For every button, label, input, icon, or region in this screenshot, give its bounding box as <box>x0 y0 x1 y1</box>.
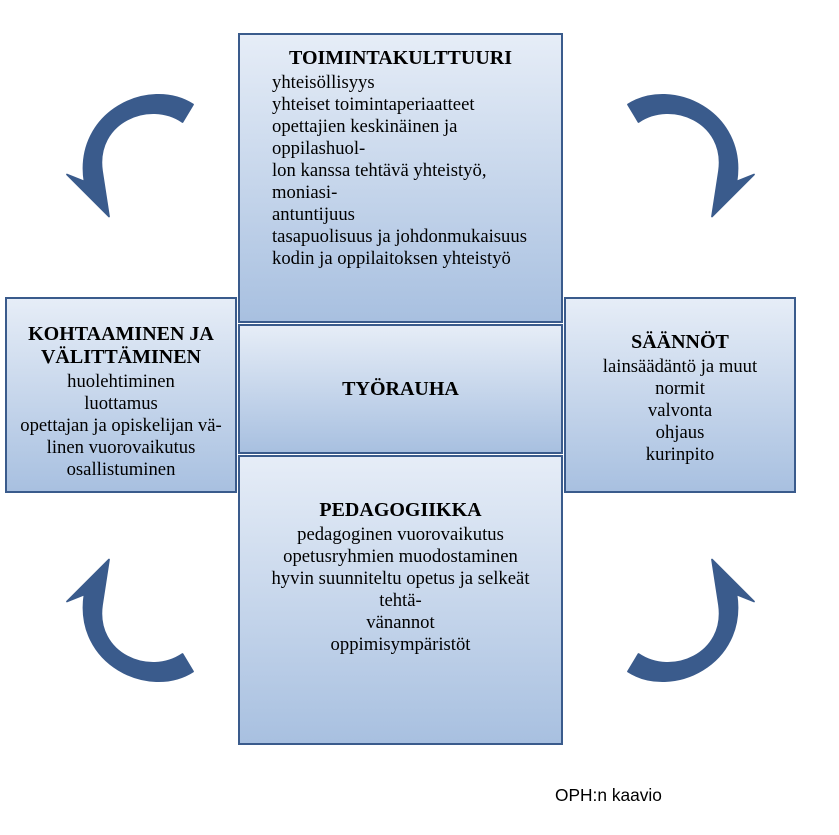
right-item: kurinpito <box>576 444 784 466</box>
top-item: lon kanssa tehtävä yhteistyö, moniasi- <box>272 160 543 204</box>
arrow-top-right <box>593 73 768 248</box>
box-bottom-pedagogiikka: PEDAGOGIIKKA pedagoginen vuorovaikutusop… <box>238 455 563 745</box>
bottom-item: pedagoginen vuorovaikutus <box>250 524 551 546</box>
arrow-bottom-right <box>593 528 768 703</box>
box-left-title: KOHTAAMINEN JA VÄLITTÄMINEN <box>17 323 225 369</box>
left-item: linen vuorovaikutus <box>17 437 225 459</box>
arrow-bottom-left <box>53 528 228 703</box>
bottom-item: vänannot <box>250 612 551 634</box>
left-item: luottamus <box>17 393 225 415</box>
bottom-item: oppimisympäristöt <box>250 634 551 656</box>
top-item: yhteisöllisyys <box>272 72 543 94</box>
left-item: huolehtiminen <box>17 371 225 393</box>
box-bottom-title: PEDAGOGIIKKA <box>250 499 551 522</box>
box-right-saannot: SÄÄNNÖT lainsäädäntö ja muut normitvalvo… <box>564 297 796 493</box>
right-item: ohjaus <box>576 422 784 444</box>
bottom-item: opetusryhmien muodostaminen <box>250 546 551 568</box>
left-item: osallistuminen <box>17 459 225 481</box>
arrow-top-left <box>53 73 228 248</box>
diagram-canvas: TOIMINTAKULTTUURI yhteisöllisyysyhteiset… <box>0 0 839 835</box>
right-item: valvonta <box>576 400 784 422</box>
bottom-item: hyvin suunniteltu opetus ja selkeät teht… <box>250 568 551 612</box>
top-item: antuntijuus <box>272 204 543 226</box>
box-bottom-items: pedagoginen vuorovaikutusopetusryhmien m… <box>250 524 551 656</box>
right-item: lainsäädäntö ja muut normit <box>576 356 784 400</box>
caption-label: OPH:n kaavio <box>555 785 662 806</box>
box-right-title: SÄÄNNÖT <box>576 331 784 354</box>
box-top-title: TOIMINTAKULTTUURI <box>250 47 551 70</box>
box-center-title: TYÖRAUHA <box>250 378 551 401</box>
box-center-tyorauha: TYÖRAUHA <box>238 324 563 454</box>
box-top-items: yhteisöllisyysyhteiset toimintaperiaatte… <box>250 72 551 270</box>
box-top-toimintakulttuuri: TOIMINTAKULTTUURI yhteisöllisyysyhteiset… <box>238 33 563 323</box>
box-left-items: huolehtiminenluottamusopettajan ja opisk… <box>17 371 225 481</box>
box-right-items: lainsäädäntö ja muut normitvalvontaohjau… <box>576 356 784 466</box>
top-item: kodin ja oppilaitoksen yhteistyö <box>272 248 543 270</box>
left-item: opettajan ja opiskelijan vä- <box>17 415 225 437</box>
box-left-kohtaaminen: KOHTAAMINEN JA VÄLITTÄMINEN huolehtimine… <box>5 297 237 493</box>
top-item: opettajien keskinäinen ja oppilashuol- <box>272 116 543 160</box>
top-item: yhteiset toimintaperiaatteet <box>272 94 543 116</box>
top-item: tasapuolisuus ja johdonmukaisuus <box>272 226 543 248</box>
